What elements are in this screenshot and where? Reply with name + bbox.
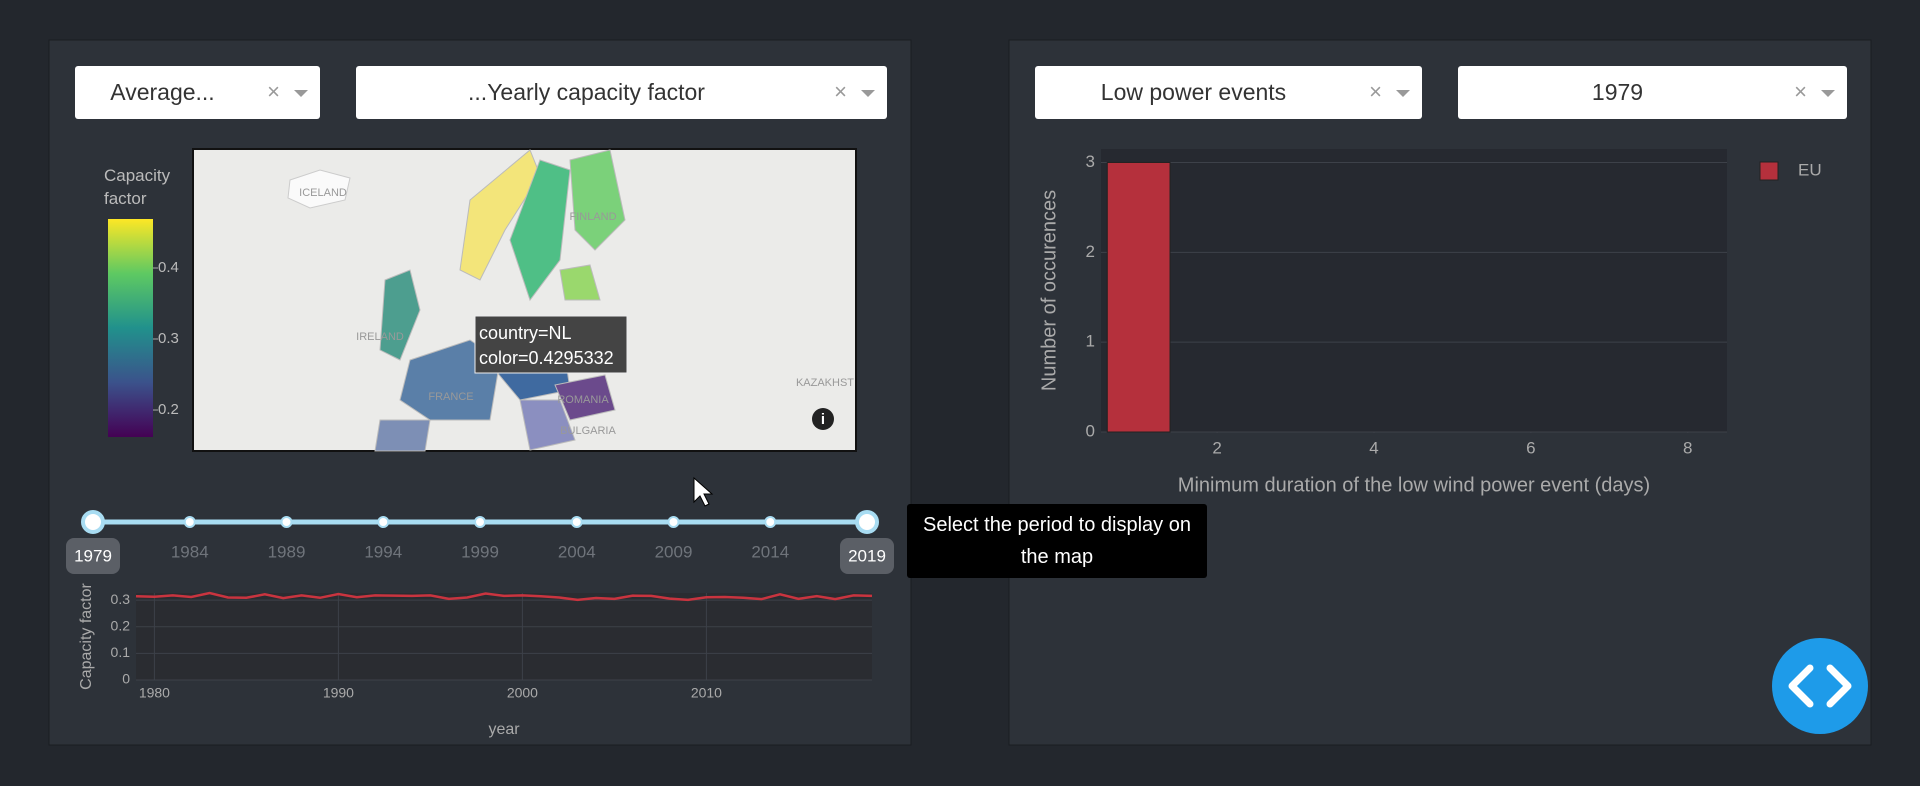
legend-swatch	[1759, 161, 1779, 181]
map-tooltip-text: country=NL	[479, 323, 572, 343]
x-tick-label: 1990	[323, 685, 354, 701]
map-label: ROMANIA	[557, 394, 609, 406]
y-axis-title: Number of occurences	[1038, 190, 1060, 391]
colorbar	[108, 219, 153, 437]
y-tick-label: 0.3	[111, 591, 131, 607]
slider-mark-dot	[474, 516, 486, 528]
dropdown[interactable]: Low power events ×	[1035, 66, 1422, 119]
plot-area	[136, 593, 872, 680]
slider-handle-label-box	[840, 538, 894, 574]
x-tick-label: 6	[1526, 438, 1535, 457]
x-axis-title: year	[488, 721, 520, 738]
colorbar-tick-label: 0.3	[158, 330, 179, 347]
x-tick-label: 2	[1212, 438, 1221, 457]
slider-handle-label: 2019	[848, 546, 886, 565]
x-tick-label: 4	[1369, 438, 1378, 457]
slider-handle-label-box	[66, 538, 120, 574]
x-tick-label: 2010	[691, 685, 722, 701]
dropdown[interactable]: 1979 ×	[1458, 66, 1847, 119]
slider-mark-label: 2004	[558, 542, 596, 561]
dropdown-value: 1979	[1591, 79, 1644, 105]
slider-mark-label: 1994	[364, 542, 402, 561]
dropdown[interactable]: ...Yearly capacity factor ×	[356, 66, 887, 119]
slider-mark-dot	[377, 516, 390, 528]
y-tick-label: 0	[1086, 421, 1095, 440]
dropdown-value: ...Yearly capacity factor	[468, 79, 705, 105]
map: i ICELAND FINLAND IRELAND FRANCE ROMANIA BULG…	[192, 148, 857, 452]
map-label: IRELAND	[356, 331, 404, 343]
slider-mark-label: 1999	[461, 542, 499, 561]
slider-mark-dot	[570, 516, 583, 528]
y-tick-label: 0.1	[111, 644, 131, 660]
slider-mark-label: 1989	[268, 542, 306, 561]
svg-text:i: i	[821, 411, 825, 428]
slider-mark-dot	[183, 516, 196, 528]
slider-mark-label: 2014	[751, 542, 789, 561]
slider-mark-dot	[764, 516, 777, 528]
slider-mark-label: 2009	[655, 542, 693, 561]
cursor	[693, 476, 714, 507]
slider-handle	[855, 510, 879, 534]
map-label: KAZAKHST	[796, 377, 854, 389]
bar	[1106, 161, 1171, 433]
y-tick-label: 0.2	[111, 617, 131, 633]
slider-handle	[81, 510, 105, 534]
map-tooltip-text: color=0.4295332	[479, 348, 614, 368]
x-axis-title: Minimum duration of the low wind power e…	[1178, 474, 1650, 496]
plot-area	[1101, 149, 1727, 432]
y-tick-label: 0	[122, 671, 130, 687]
map-label: FRANCE	[428, 391, 473, 403]
dropdown[interactable]: Average... ×	[75, 66, 320, 119]
map-label: BULGARIA	[560, 425, 616, 437]
dropdown-value: Average...	[110, 79, 215, 105]
x-tick-label: 8	[1683, 438, 1692, 457]
dropdown-value: Low power events	[1100, 79, 1287, 105]
slider-mark-dot	[667, 516, 680, 528]
x-tick-label: 1980	[139, 685, 170, 701]
slider-handle-label: 1979	[74, 546, 112, 565]
legend-label: EU	[1798, 160, 1822, 179]
y-tick-label: 2	[1086, 242, 1095, 261]
code-toggle-button[interactable]	[1772, 638, 1868, 734]
colorbar-tick-label: 0.4	[158, 259, 179, 276]
x-tick-label: 2000	[507, 685, 538, 701]
colorbar-tick-label: 0.2	[158, 401, 179, 418]
slider-mark-label: 1984	[171, 542, 209, 561]
y-tick-label: 1	[1086, 332, 1095, 351]
slider-tooltip: Select the period to display on the map	[907, 504, 1207, 578]
y-axis-title: Capacity factor	[78, 582, 95, 689]
line	[135, 591, 873, 602]
y-tick-label: 3	[1086, 152, 1095, 171]
map-label: ICELAND	[299, 187, 347, 199]
slider-mark-dot	[280, 516, 293, 528]
colorbar-title: Capacity factor	[104, 166, 171, 208]
map-label: FINLAND	[569, 211, 616, 223]
